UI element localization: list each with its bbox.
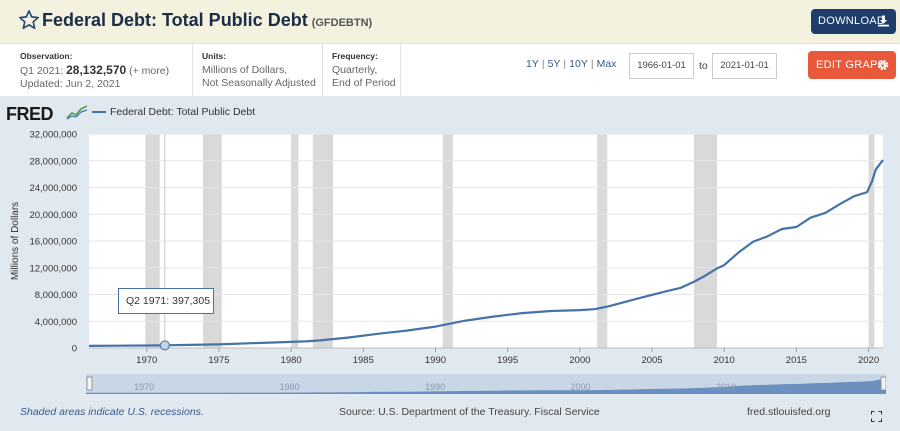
recession-note: Shaded areas indicate U.S. recessions. <box>20 406 204 418</box>
x-tick-label: 2000 <box>569 355 590 365</box>
edit-graph-button[interactable]: EDIT GRAPH <box>808 51 896 79</box>
y-tick-label: 0 <box>72 344 77 355</box>
observation-block: Observation: Q1 2021: 28,132,570 (+ more… <box>20 50 169 91</box>
x-tick-label: 2020 <box>858 355 879 365</box>
legend-line-swatch <box>92 111 106 114</box>
tooltip-value: 397,305 <box>172 295 211 307</box>
observation-label: Observation: <box>20 51 73 61</box>
navigator-tick-label: 2000 <box>571 382 591 392</box>
edit-graph-label: EDIT GRAPH <box>816 59 887 71</box>
series-meta: Observation: Q1 2021: 28,132,570 (+ more… <box>0 44 900 96</box>
range-1y[interactable]: 1Y <box>526 58 539 70</box>
updated-date: Updated: Jun 2, 2021 <box>20 78 121 90</box>
x-tick-label: 2010 <box>714 355 735 365</box>
navigator-tick-label: 1980 <box>280 382 300 392</box>
download-icon <box>878 15 889 27</box>
x-tick-label: 1980 <box>281 355 302 365</box>
legend-label: Federal Debt: Total Public Debt <box>110 106 256 118</box>
header-bar: Federal Debt: Total Public Debt (GFDEBTN)… <box>0 0 900 44</box>
gear-icon <box>877 59 889 71</box>
start-date-input[interactable]: 1966-01-01 <box>629 53 694 79</box>
y-tick-label: 28,000,000 <box>29 156 77 167</box>
y-tick-label: 16,000,000 <box>29 237 77 248</box>
x-tick-label: 1970 <box>136 355 157 365</box>
fullscreen-icon[interactable] <box>871 411 882 422</box>
end-date-input[interactable]: 2021-01-01 <box>712 53 777 79</box>
y-tick-label: 24,000,000 <box>29 183 77 194</box>
frequency-line2: End of Period <box>332 77 396 89</box>
y-tick-label: 12,000,000 <box>29 263 77 274</box>
y-tick-label: 20,000,000 <box>29 210 77 221</box>
x-tick-label: 1995 <box>497 355 518 365</box>
series-id: (GFDEBTN) <box>311 17 373 29</box>
date-to-label: to <box>699 60 708 72</box>
frequency-line1: Quarterly, <box>332 64 378 76</box>
line-chart[interactable]: 0 4,000,000 8,000,000 12,000,000 16,000,000 2… <box>0 120 900 365</box>
navigator-tick-label: 2010 <box>716 382 736 392</box>
units-line2: Not Seasonally Adjusted <box>202 77 316 89</box>
units-label: Units: <box>202 51 227 61</box>
source-text: Source: U.S. Department of the Treasury.… <box>339 406 600 418</box>
observation-period: Q1 2021: <box>20 65 64 77</box>
download-button[interactable]: DOWNLOAD <box>811 9 896 34</box>
x-tick-label: 1985 <box>353 355 374 365</box>
meta-divider <box>322 44 323 96</box>
chart-footer: Shaded areas indicate U.S. recessions. S… <box>0 396 900 431</box>
x-tick-label: 2005 <box>641 355 662 365</box>
y-tick-label: 4,000,000 <box>35 317 77 328</box>
observation-value: 28,132,570 <box>66 63 127 77</box>
range-5y[interactable]: 5Y <box>547 58 561 70</box>
range-max[interactable]: Max <box>596 58 617 70</box>
units-block: Units: Millions of Dollars, Not Seasonal… <box>202 50 316 90</box>
observation-more-link[interactable]: (+ more) <box>129 65 170 77</box>
units-line1: Millions of Dollars, <box>202 64 288 76</box>
range-10y[interactable]: 10Y <box>569 58 588 70</box>
x-tick-label: 1975 <box>208 355 229 365</box>
navigator-tick-label: 1970 <box>134 382 154 392</box>
star-icon[interactable] <box>18 9 40 31</box>
chart-legend: Federal Debt: Total Public Debt <box>92 106 255 118</box>
frequency-label: Frequency: <box>332 51 378 61</box>
navigator-area <box>86 378 886 394</box>
frequency-block: Frequency: Quarterly, End of Period <box>332 50 396 90</box>
navigator-tick-label: 1990 <box>425 382 445 392</box>
meta-divider <box>192 44 193 96</box>
series-title: Federal Debt: Total Public Debt <box>42 10 308 30</box>
tooltip-label: Q2 1971: <box>126 295 170 307</box>
y-axis-label: Millions of Dollars <box>10 202 21 280</box>
fred-logo: FRED <box>6 104 54 124</box>
site-link[interactable]: fred.stlouisfed.org <box>747 406 831 418</box>
fred-logo-icon <box>66 105 88 120</box>
range-navigator[interactable]: 1970 1980 1990 2000 2010 <box>86 374 886 396</box>
navigator-handle-right[interactable] <box>880 376 886 391</box>
download-label: DOWNLOAD <box>818 15 886 27</box>
page-title: Federal Debt: Total Public Debt (GFDEBTN) <box>42 10 372 31</box>
y-tick-label: 8,000,000 <box>35 290 77 301</box>
meta-divider <box>400 44 401 96</box>
chart-tooltip: Q2 1971: 397,305 <box>118 288 214 314</box>
x-tick-label: 1990 <box>425 355 446 365</box>
hover-marker <box>159 340 170 351</box>
navigator-handle-left[interactable] <box>86 376 93 391</box>
series-line <box>88 159 884 347</box>
range-selector: 1Y | 5Y | 10Y | Max <box>526 58 617 70</box>
x-tick-label: 2015 <box>786 355 807 365</box>
y-tick-label: 32,000,000 <box>29 130 77 141</box>
